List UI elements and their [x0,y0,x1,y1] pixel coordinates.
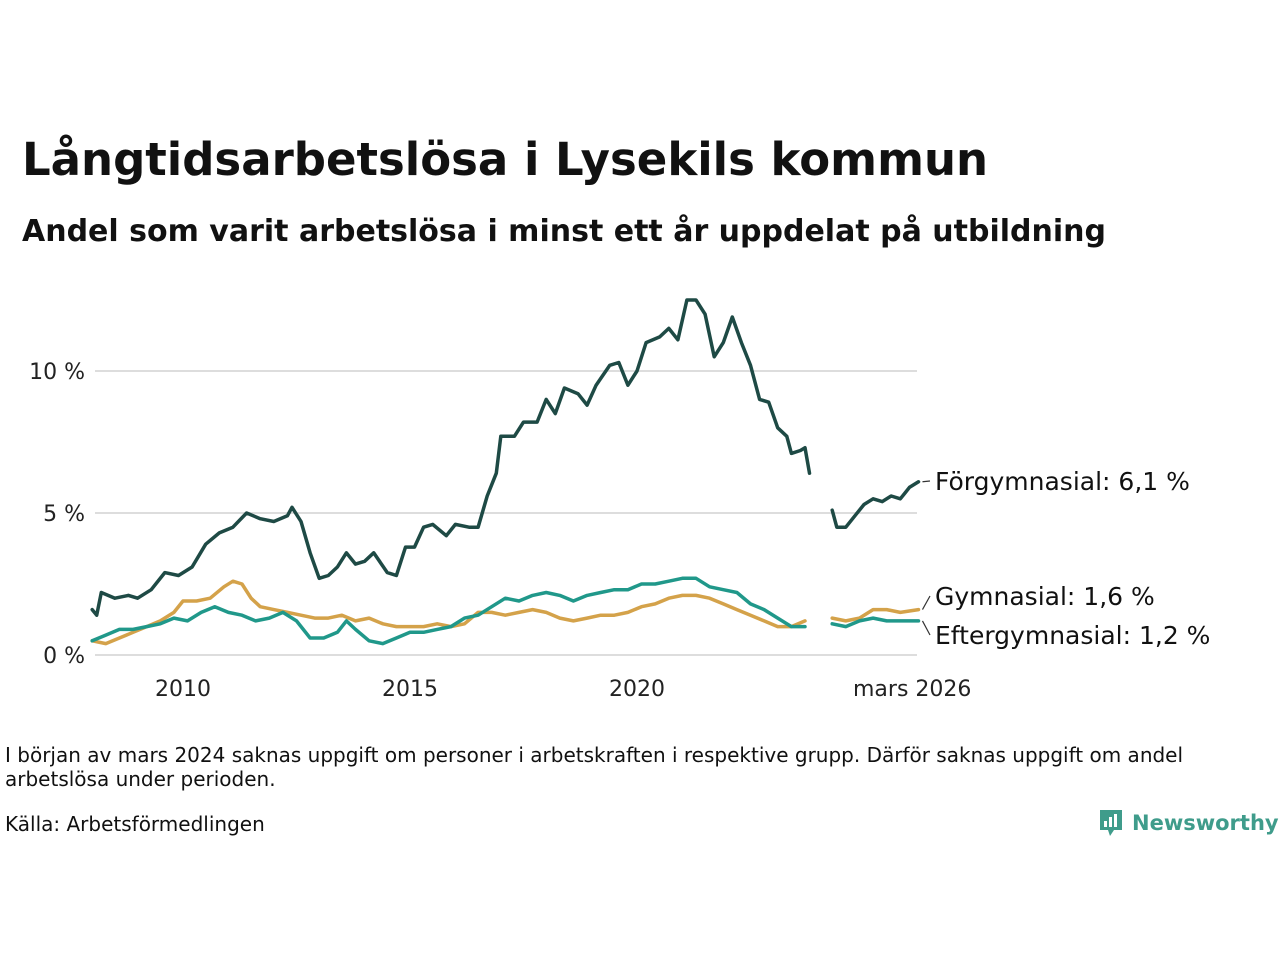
series-lines [90,298,921,646]
y-tick-label: 0 % [43,644,85,669]
series-line-förgymnasial [90,298,812,617]
chart-subtitle: Andel som varit arbetslösa i minst ett å… [22,214,1106,249]
x-tick-label: 2015 [382,677,438,702]
series-end-labels: Förgymnasial: 6,1 % Gymnasial: 1,6 % Efter… [921,467,1210,650]
series-line-eftergymnasial [830,616,921,629]
series-line-förgymnasial [830,480,921,529]
series-end-label: Eftergymnasial: 1,2 % [935,621,1210,650]
line-chart: 0 % 5 % 10 % 2010 2015 2020 mars 2026 Förgymn… [29,298,1210,702]
footnote: I början av mars 2024 saknas uppgift om … [5,743,1184,791]
label-leader-line [921,620,931,636]
y-tick-label: 10 % [29,360,85,385]
x-tick-label: 2010 [155,677,211,702]
chart-title: Långtidsarbetslösa i Lysekils kommun [22,133,989,186]
x-tick-label: 2020 [609,677,665,702]
gridlines [95,370,917,656]
y-axis: 0 % 5 % 10 % [29,360,85,669]
label-leader-line [921,595,931,610]
newsworthy-logo-text: Newsworthy [1132,811,1279,835]
series-line-gymnasial [830,607,921,623]
x-tick-label: mars 2026 [853,677,971,702]
series-line-eftergymnasial [90,576,807,646]
series-end-label: Gymnasial: 1,6 % [935,582,1155,611]
newsworthy-logo-icon [1100,810,1122,836]
series-line-gymnasial [90,579,807,646]
source-text: Källa: Arbetsförmedlingen [5,812,265,836]
label-leader-line [922,480,931,483]
newsworthy-logo[interactable]: Newsworthy [1098,808,1279,838]
y-tick-label: 5 % [43,502,85,527]
x-axis: 2010 2015 2020 mars 2026 [155,677,971,702]
series-end-label: Förgymnasial: 6,1 % [935,467,1190,496]
